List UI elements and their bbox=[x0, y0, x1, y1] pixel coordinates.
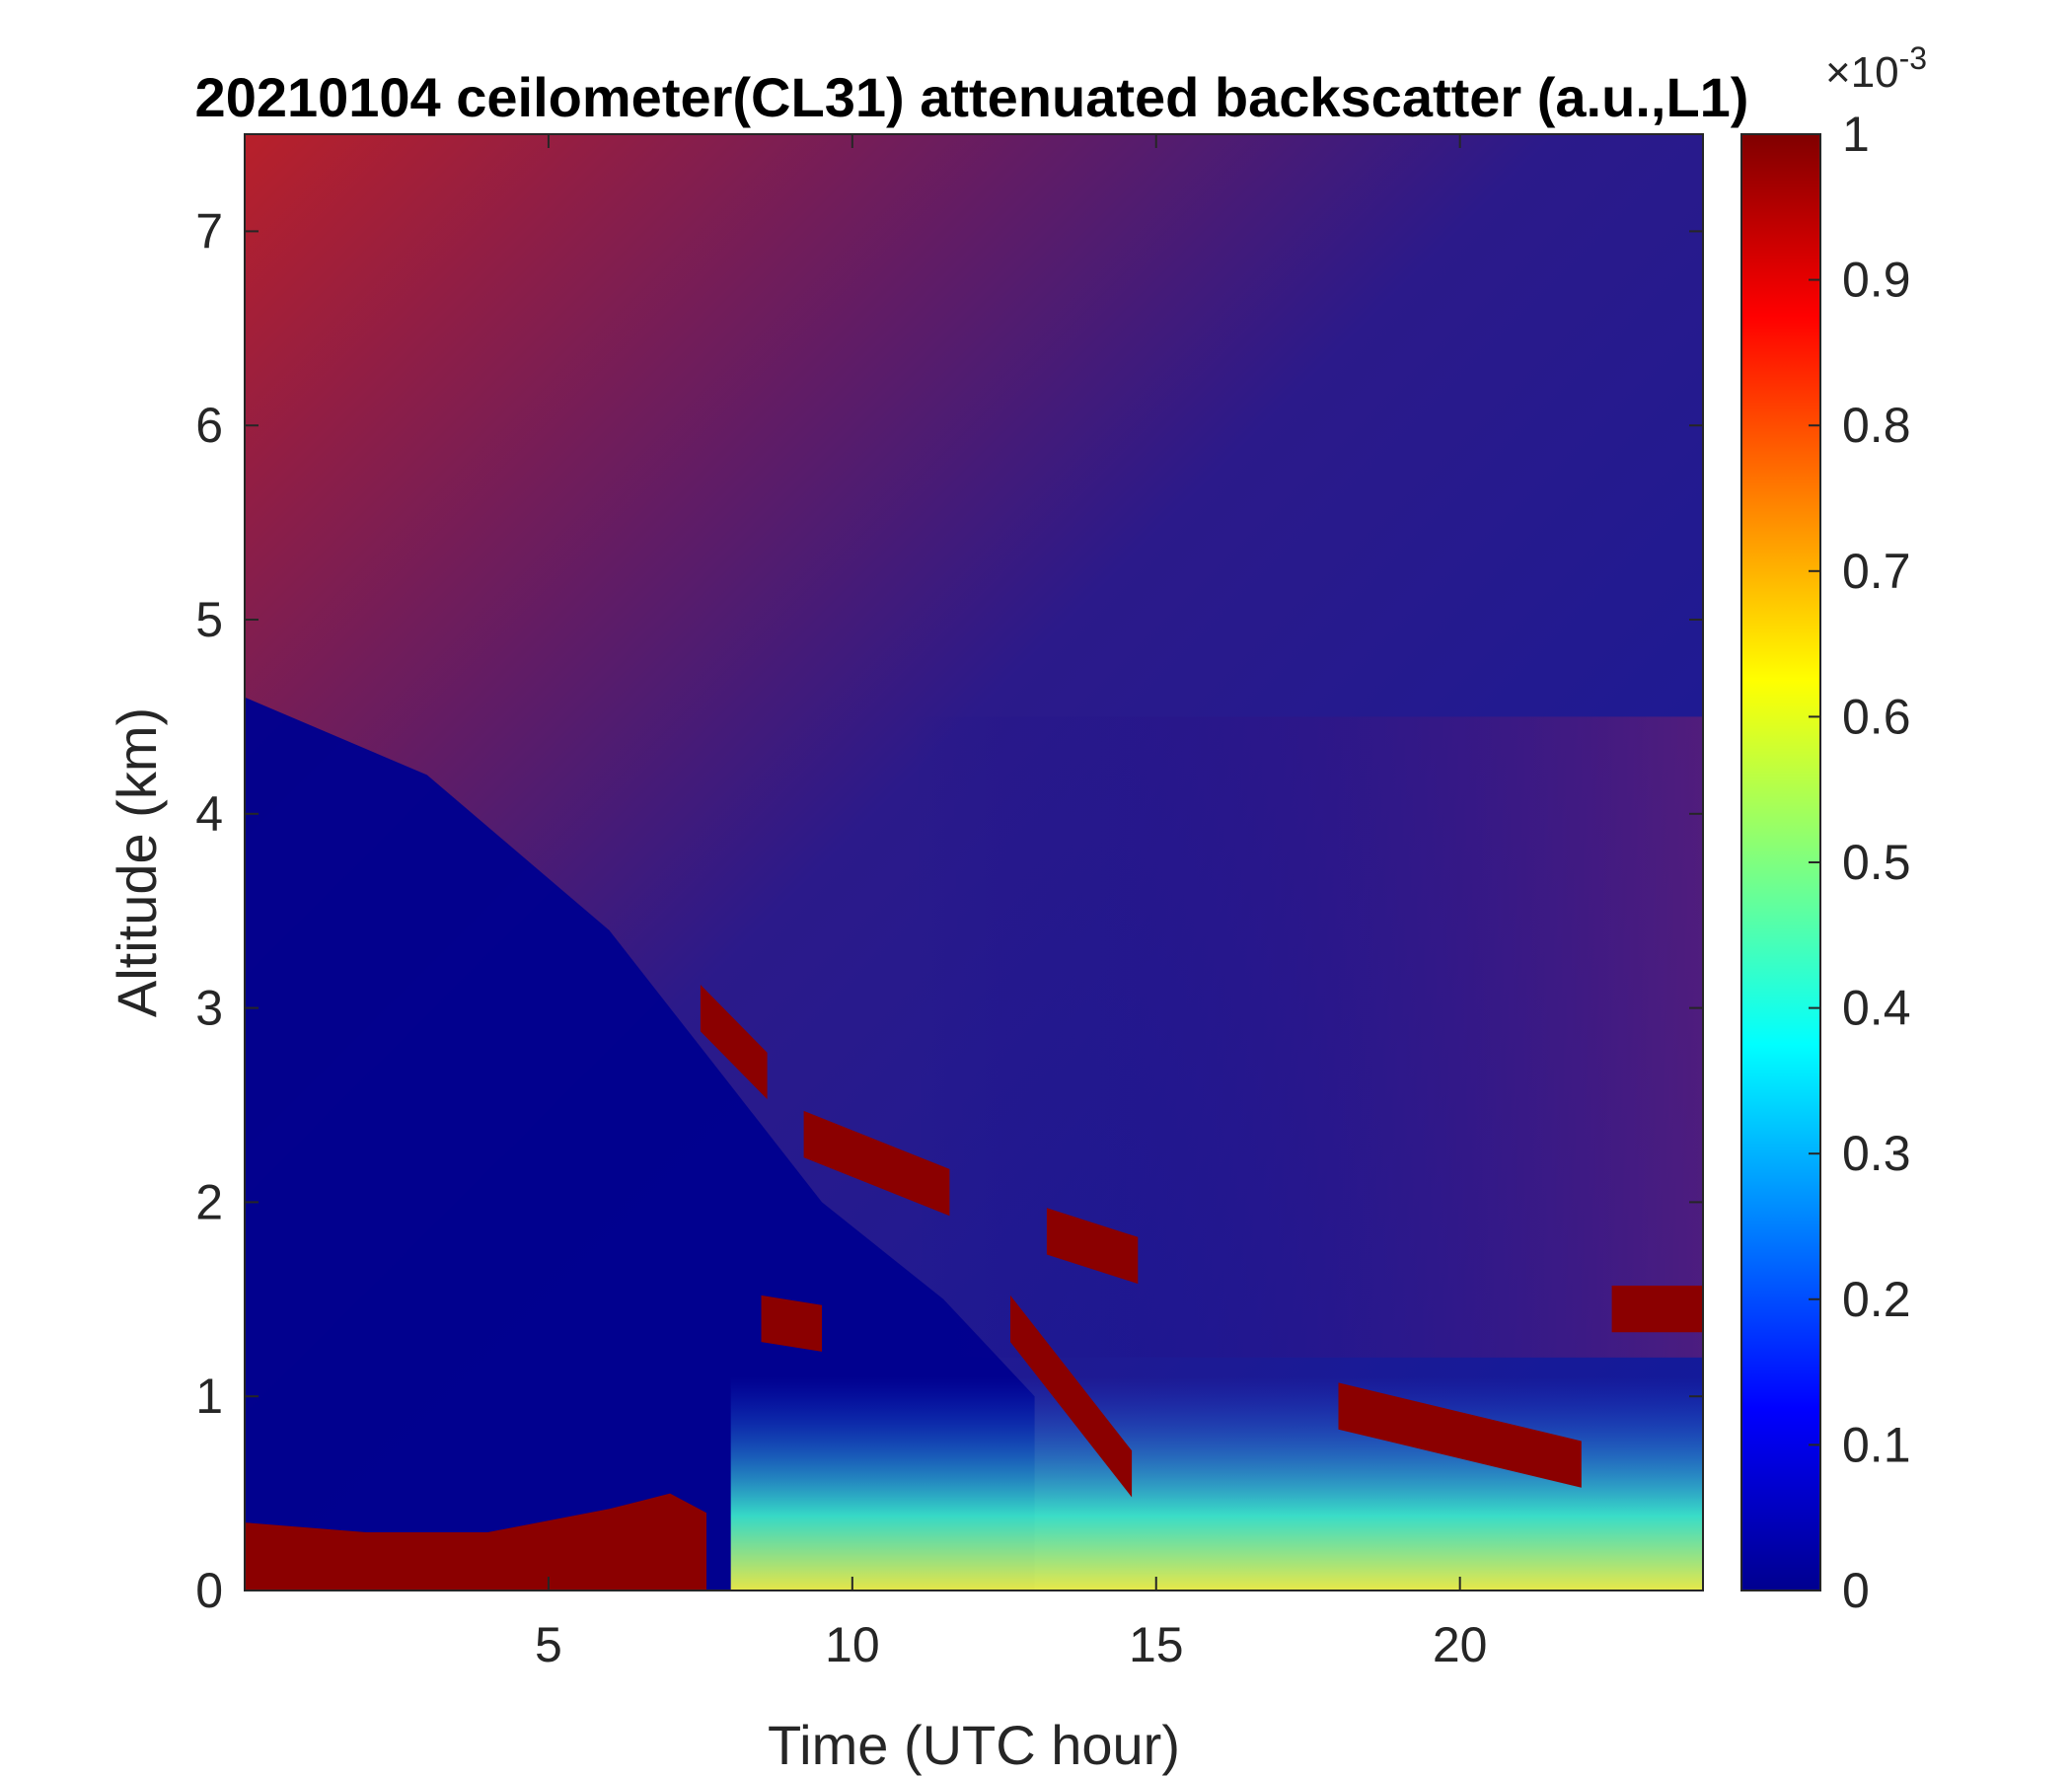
cloud-segment-3 bbox=[1046, 1208, 1139, 1285]
plot-frame bbox=[244, 133, 1704, 1591]
colorbar-tick-label: 0.8 bbox=[1842, 398, 1911, 453]
colorbar-gradient bbox=[1740, 133, 1821, 1591]
colorbar-ticks: 0 0.1 0.2 0.3 0.4 0.5 0.6 0.7 0.8 0.9 1 bbox=[1809, 107, 1911, 1618]
colorbar-tick-label: 0.1 bbox=[1842, 1417, 1911, 1472]
y-axis-ticks: 0 1 2 3 4 5 6 7 bbox=[195, 203, 1703, 1618]
colorbar-multiplier: ×10-3 bbox=[1825, 40, 1927, 97]
y-tick-label: 1 bbox=[195, 1369, 223, 1424]
surface-aerosol-layer bbox=[245, 1493, 707, 1591]
cloud-segment-4 bbox=[761, 1295, 822, 1352]
colorbar-tick-label: 0.7 bbox=[1842, 544, 1911, 599]
y-tick-label: 2 bbox=[195, 1174, 223, 1229]
boundary-layer-band bbox=[730, 1376, 1703, 1591]
x-tick-label: 20 bbox=[1433, 1617, 1488, 1672]
plot-area bbox=[244, 133, 1704, 1591]
colorbar-tick-label: 1 bbox=[1842, 107, 1870, 162]
x-axis-ticks: 5 10 15 20 bbox=[535, 134, 1487, 1672]
y-tick-label: 7 bbox=[195, 203, 223, 259]
y-tick-label: 3 bbox=[195, 981, 223, 1036]
x-tick-label: 5 bbox=[535, 1617, 562, 1672]
cloud-segment-1 bbox=[700, 985, 768, 1100]
colorbar-tick-label: 0.9 bbox=[1842, 253, 1911, 308]
cloud-segment-7 bbox=[1611, 1286, 1703, 1333]
colorbar: 0 0.1 0.2 0.3 0.4 0.5 0.6 0.7 0.8 0.9 1 ×10-3 bbox=[1740, 40, 1927, 1618]
colorbar-tick-label: 0.2 bbox=[1842, 1272, 1911, 1327]
colorbar-tick-label: 0.4 bbox=[1842, 981, 1911, 1036]
colorbar-tick-label: 0.5 bbox=[1842, 835, 1911, 890]
cloud-layers bbox=[700, 985, 1703, 1498]
chart-title: 20210104 ceilometer(CL31) attenuated bac… bbox=[195, 66, 1749, 128]
y-tick-label: 0 bbox=[195, 1563, 223, 1618]
x-tick-label: 15 bbox=[1129, 1617, 1184, 1672]
colorbar-tick-label: 0.3 bbox=[1842, 1126, 1911, 1181]
cloud-segment-2 bbox=[803, 1110, 950, 1217]
colorbar-tick-label: 0 bbox=[1842, 1563, 1870, 1618]
y-tick-label: 4 bbox=[195, 786, 223, 842]
cloud-segment-5 bbox=[1010, 1295, 1133, 1498]
y-tick-label: 5 bbox=[195, 592, 223, 647]
cloud-segment-6 bbox=[1338, 1382, 1582, 1488]
colorbar-tick-label: 0.6 bbox=[1842, 689, 1911, 744]
x-tick-label: 10 bbox=[825, 1617, 880, 1672]
y-axis-label: Altitude (km) bbox=[106, 707, 168, 1017]
upper-noise-overlay bbox=[245, 716, 1703, 1358]
x-axis-label: Time (UTC hour) bbox=[768, 1714, 1180, 1776]
y-tick-label: 6 bbox=[195, 398, 223, 453]
